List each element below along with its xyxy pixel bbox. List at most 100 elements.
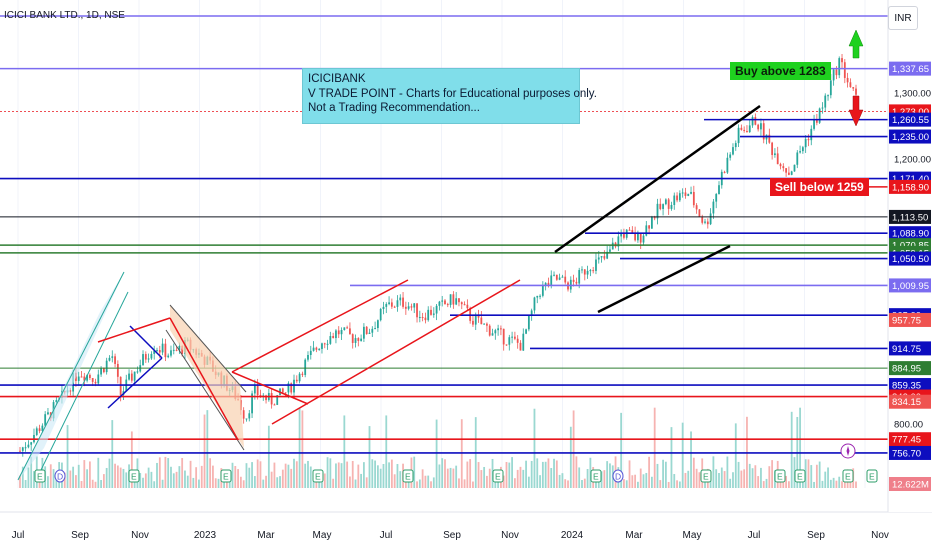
candle-body [248, 413, 251, 419]
volume-bar [337, 462, 340, 488]
candle-body [276, 395, 279, 405]
volume-bar [835, 480, 838, 488]
level-label: 1,273.00 [892, 107, 929, 118]
volume-bar [349, 476, 351, 488]
candle-body [161, 343, 164, 353]
volume-bar [637, 481, 639, 488]
volume-bar [541, 461, 544, 488]
volume-bar [189, 460, 192, 488]
event-marker [866, 469, 878, 483]
event-marker [402, 469, 414, 483]
volume-bar [723, 471, 726, 488]
candle-body [435, 305, 438, 314]
candle-body [284, 392, 287, 394]
volume-bar [88, 461, 91, 488]
candle-body [150, 353, 153, 359]
volume-bar [625, 480, 628, 488]
volume-bar [855, 481, 857, 488]
volume-bar [564, 479, 567, 488]
candle-body [35, 428, 38, 435]
volume-bar [170, 466, 172, 488]
volume-bar [687, 470, 690, 488]
volume-bar [214, 478, 217, 488]
candle-body [486, 323, 488, 326]
price-tick-label: 800.00 [894, 419, 923, 430]
falling-channel-fill [170, 305, 244, 448]
volume-bar [304, 463, 307, 488]
candle-body [242, 410, 245, 419]
volume-bar [158, 457, 161, 488]
volume-bar [676, 480, 678, 488]
candle-body [611, 242, 614, 250]
currency-button[interactable]: INR [888, 6, 918, 30]
candle-body [421, 317, 424, 319]
volume-bar [815, 464, 818, 488]
volume-bar [396, 464, 399, 488]
volume-bar [667, 481, 670, 488]
volume-bar [488, 468, 491, 488]
candle-body [690, 191, 692, 194]
candle-body [838, 58, 841, 76]
volume-bar [575, 456, 578, 488]
candle-body [695, 205, 698, 210]
volume-bar [399, 471, 402, 488]
time-tick-label: Jul [748, 530, 761, 541]
candle-body [466, 304, 469, 309]
event-marker-label: E [37, 472, 43, 482]
candle-body [256, 384, 259, 396]
level-badge [889, 341, 931, 356]
volume-bar [281, 469, 284, 488]
volume-bar [692, 457, 695, 488]
event-marker [774, 469, 786, 483]
level-badge [889, 445, 931, 460]
volume-bar [19, 475, 21, 488]
event-marker-label: E [131, 472, 137, 482]
volume-bar [628, 460, 631, 488]
volume-bar [47, 476, 49, 488]
volume-bar [86, 469, 89, 488]
event-marker [842, 469, 854, 483]
candle-body [511, 336, 513, 338]
volume-bar [83, 460, 86, 488]
volume-bar [561, 473, 564, 488]
candle-body [555, 274, 558, 280]
symbol-title: ICICI BANK LTD., 1D, NSE [4, 10, 125, 21]
sell-callout: Sell below 1259 [770, 178, 869, 196]
candle-body [307, 354, 309, 360]
volume-bar [586, 469, 589, 488]
candle-body [762, 123, 765, 140]
volume-bar [130, 431, 133, 488]
volume-bar [567, 480, 569, 488]
volume-bar [525, 460, 527, 488]
candle-body [181, 346, 184, 354]
volume-bar [508, 462, 511, 488]
event-markers: EDEEEEEEDEEEEDE [34, 443, 878, 483]
volume-bar [181, 458, 184, 488]
volume-bar [595, 479, 597, 488]
volume-bar [332, 478, 335, 488]
candle-body [427, 309, 430, 321]
level-label: 1,088.90 [892, 229, 929, 240]
volume-bar [718, 472, 720, 488]
level-badge [889, 179, 931, 194]
volume-bar [748, 463, 751, 488]
note-line-3: Not a Trading Recommendation... [308, 102, 480, 114]
candle-body [128, 373, 130, 380]
volume-bar [511, 457, 513, 488]
volume-bar [309, 466, 312, 488]
candle-body [323, 343, 326, 345]
level-badge [889, 361, 931, 376]
candle-body [360, 338, 363, 341]
volume-bar [799, 407, 801, 488]
candle-body [505, 344, 508, 346]
level-badge [889, 112, 931, 127]
candle-body [768, 134, 771, 143]
volume-bar [245, 463, 248, 488]
volume-bar [52, 469, 55, 488]
volume-bar [144, 473, 147, 488]
volume-bar [279, 476, 281, 488]
volume-bar [737, 461, 740, 488]
candle-body [757, 124, 760, 130]
candle-body [44, 414, 47, 426]
volume-bar [256, 459, 259, 488]
